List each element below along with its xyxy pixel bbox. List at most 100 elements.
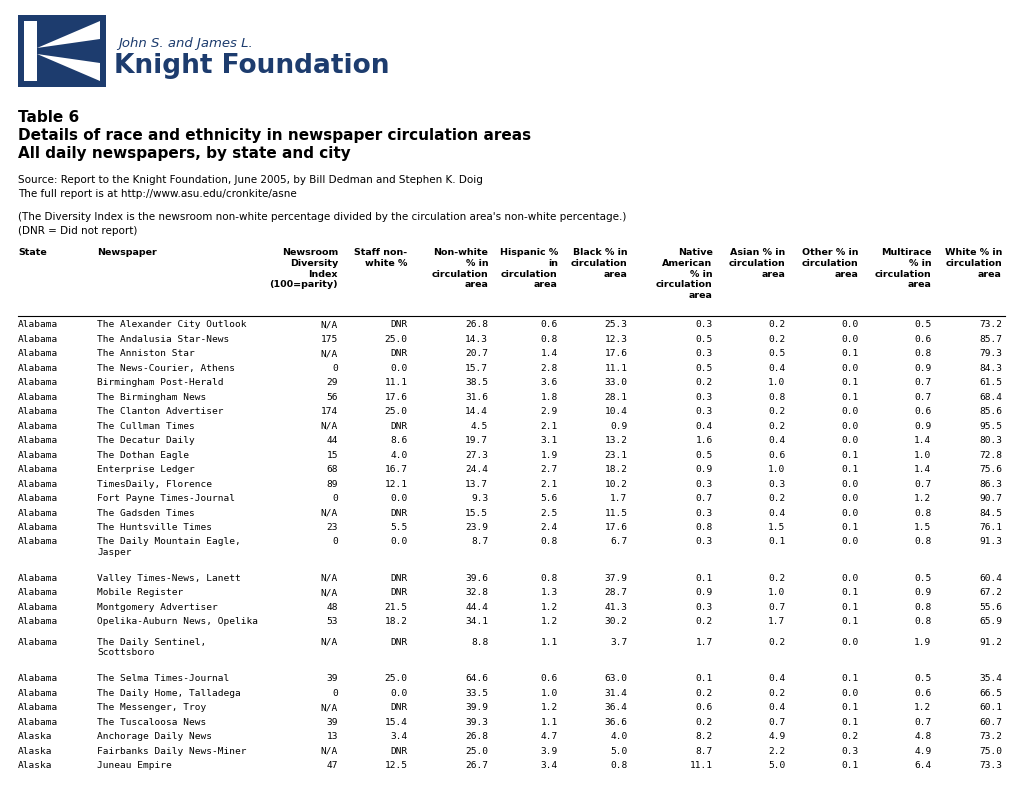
Text: 0.6: 0.6 (540, 320, 557, 329)
Text: 73.2: 73.2 (978, 320, 1001, 329)
Text: Details of race and ethnicity in newspaper circulation areas: Details of race and ethnicity in newspap… (18, 128, 531, 143)
Text: 3.9: 3.9 (540, 747, 557, 756)
Text: 8.6: 8.6 (390, 436, 408, 445)
Text: 0.3: 0.3 (695, 537, 712, 547)
Bar (18, 15, 106, 87)
Text: 0.1: 0.1 (841, 349, 858, 358)
Text: 0.6: 0.6 (767, 451, 785, 459)
Text: 0.5: 0.5 (913, 675, 930, 683)
Text: Multirace
% in
circulation
area: Multirace % in circulation area (873, 248, 930, 289)
Text: 2.9: 2.9 (540, 407, 557, 416)
Text: 12.1: 12.1 (384, 480, 408, 489)
Text: Fairbanks Daily News-Miner: Fairbanks Daily News-Miner (97, 747, 247, 756)
Text: N/A: N/A (320, 422, 337, 430)
Text: 11.1: 11.1 (604, 363, 627, 373)
Text: 4.5: 4.5 (471, 422, 488, 430)
Text: Alaska: Alaska (18, 761, 52, 771)
Text: Mobile Register: Mobile Register (97, 589, 183, 597)
Text: All daily newspapers, by state and city: All daily newspapers, by state and city (18, 146, 351, 161)
Text: 0.6: 0.6 (913, 334, 930, 344)
Text: Newsroom
Diversity
Index
(100=parity): Newsroom Diversity Index (100=parity) (269, 248, 337, 289)
Text: 90.7: 90.7 (978, 494, 1001, 503)
Text: Alabama: Alabama (18, 523, 58, 532)
Text: 1.2: 1.2 (540, 603, 557, 612)
Text: 1.0: 1.0 (767, 378, 785, 387)
Text: 15: 15 (326, 451, 337, 459)
Text: 0.0: 0.0 (841, 689, 858, 698)
Text: 15.7: 15.7 (465, 363, 488, 373)
Text: Source: Report to the Knight Foundation, June 2005, by Bill Dedman and Stephen K: Source: Report to the Knight Foundation,… (18, 175, 482, 185)
Text: Alabama: Alabama (18, 718, 58, 727)
Text: N/A: N/A (320, 320, 337, 329)
Text: Newspaper: Newspaper (97, 248, 157, 257)
Text: N/A: N/A (320, 704, 337, 712)
Text: 80.3: 80.3 (978, 436, 1001, 445)
Text: Alabama: Alabama (18, 436, 58, 445)
Text: 0.7: 0.7 (913, 480, 930, 489)
Text: 13.2: 13.2 (604, 436, 627, 445)
Text: 0.0: 0.0 (841, 638, 858, 647)
Text: 21.5: 21.5 (384, 603, 408, 612)
Text: 26.7: 26.7 (465, 761, 488, 771)
Text: 8.7: 8.7 (471, 537, 488, 547)
Text: Alaska: Alaska (18, 747, 52, 756)
Text: The Tuscaloosa News: The Tuscaloosa News (97, 718, 206, 727)
Text: DNR: DNR (390, 422, 408, 430)
Text: 8.8: 8.8 (471, 638, 488, 647)
Text: 3.4: 3.4 (390, 732, 408, 742)
Text: DNR: DNR (390, 349, 408, 358)
Text: Alabama: Alabama (18, 480, 58, 489)
Text: 0.2: 0.2 (695, 378, 712, 387)
Text: 0.4: 0.4 (767, 704, 785, 712)
Text: The Gadsden Times: The Gadsden Times (97, 508, 195, 518)
Text: 0.1: 0.1 (841, 603, 858, 612)
Text: (DNR = Did not report): (DNR = Did not report) (18, 226, 138, 236)
Text: The Dothan Eagle: The Dothan Eagle (97, 451, 190, 459)
Text: 0.2: 0.2 (767, 422, 785, 430)
Text: 175: 175 (320, 334, 337, 344)
Text: 0.3: 0.3 (695, 349, 712, 358)
Text: DNR: DNR (390, 508, 408, 518)
Text: 0.2: 0.2 (695, 689, 712, 698)
Text: N/A: N/A (320, 508, 337, 518)
Text: 66.5: 66.5 (978, 689, 1001, 698)
Text: 0.9: 0.9 (695, 589, 712, 597)
Text: 64.6: 64.6 (465, 675, 488, 683)
Text: 4.0: 4.0 (390, 451, 408, 459)
Text: 0.2: 0.2 (767, 320, 785, 329)
Text: DNR: DNR (390, 638, 408, 647)
Text: 39.3: 39.3 (465, 718, 488, 727)
Text: 31.6: 31.6 (465, 392, 488, 402)
Text: 39.9: 39.9 (465, 704, 488, 712)
Text: 25.3: 25.3 (604, 320, 627, 329)
Text: 0: 0 (332, 537, 337, 547)
Text: The Daily Home, Talladega: The Daily Home, Talladega (97, 689, 240, 698)
Text: 0.1: 0.1 (841, 451, 858, 459)
Text: 25.0: 25.0 (384, 407, 408, 416)
Text: 0.2: 0.2 (767, 638, 785, 647)
Text: 0.8: 0.8 (695, 523, 712, 532)
Text: 0.7: 0.7 (913, 378, 930, 387)
Text: 84.3: 84.3 (978, 363, 1001, 373)
Text: The Andalusia Star-News: The Andalusia Star-News (97, 334, 229, 344)
Text: 0.4: 0.4 (767, 675, 785, 683)
Text: 0.2: 0.2 (767, 334, 785, 344)
Bar (24, 21, 37, 81)
Text: 0.0: 0.0 (390, 689, 408, 698)
Text: 27.3: 27.3 (465, 451, 488, 459)
Text: Alabama: Alabama (18, 675, 58, 683)
Text: 15.4: 15.4 (384, 718, 408, 727)
Text: 0.0: 0.0 (841, 537, 858, 547)
Text: Alabama: Alabama (18, 603, 58, 612)
Text: 0.4: 0.4 (767, 436, 785, 445)
Text: 0.1: 0.1 (841, 392, 858, 402)
Text: 18.2: 18.2 (384, 618, 408, 626)
Text: 1.1: 1.1 (540, 638, 557, 647)
Text: 18.2: 18.2 (604, 465, 627, 474)
Text: 73.3: 73.3 (978, 761, 1001, 771)
Text: 0.0: 0.0 (841, 574, 858, 583)
Text: Black % in
circulation
area: Black % in circulation area (570, 248, 627, 278)
Text: 0.7: 0.7 (767, 718, 785, 727)
Text: 11.1: 11.1 (689, 761, 712, 771)
Text: 0.0: 0.0 (841, 494, 858, 503)
